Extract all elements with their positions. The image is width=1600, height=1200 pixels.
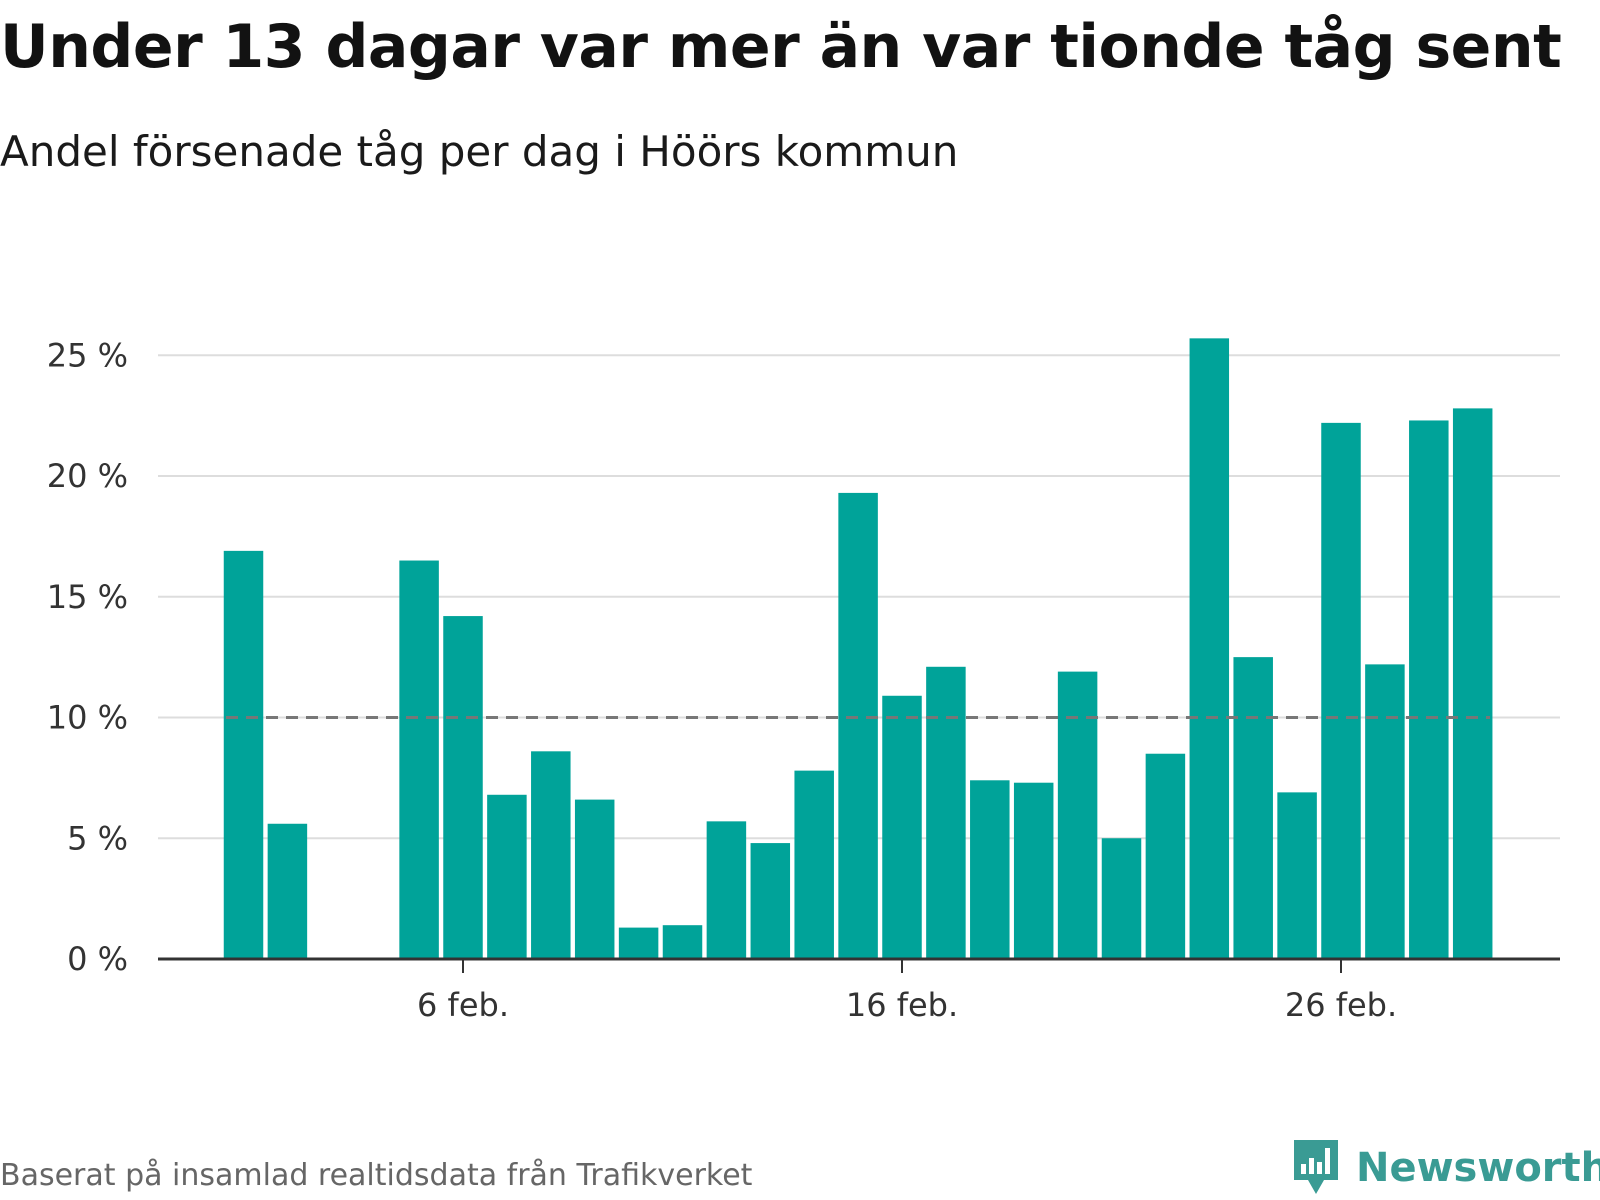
x-tick-label: 6 feb. [417, 986, 509, 1024]
y-tick-label: 25 % [47, 336, 128, 374]
bar [662, 925, 703, 959]
bar [1101, 838, 1142, 959]
bar [794, 770, 834, 959]
brand-name: Newsworthy [1356, 1145, 1600, 1191]
bar [970, 780, 1010, 959]
bar [1365, 664, 1405, 959]
bars [223, 338, 1493, 960]
chart-title: Under 13 dagar var mer än var tionde tåg… [0, 12, 1562, 82]
bar [926, 666, 966, 959]
bar-chart: 0 % 5 % 10 % 15 % 20 % 25 % 6 feb. 16 feb. 26 fe… [47, 336, 1560, 1024]
bar [1409, 420, 1449, 960]
bar [531, 751, 571, 959]
source-note: Baserat på insamlad realtidsdata från Tr… [0, 1158, 753, 1193]
bar [1013, 782, 1054, 959]
bar [882, 695, 922, 959]
y-tick-label: 20 % [47, 457, 128, 495]
bar [618, 927, 659, 959]
bar [838, 492, 878, 959]
y-tick-label: 5 % [67, 819, 128, 857]
chart-subtitle: Andel försenade tåg per dag i Höörs komm… [0, 127, 959, 176]
bar [750, 843, 791, 959]
axes: 0 % 5 % 10 % 15 % 20 % 25 % 6 feb. 16 feb. 26 fe… [47, 336, 1560, 1024]
bar [1057, 671, 1098, 959]
x-tick-label: 26 feb. [1285, 986, 1397, 1024]
y-tick-label: 10 % [47, 699, 128, 737]
bar [267, 823, 308, 959]
bar [1321, 422, 1361, 959]
bar [223, 550, 264, 959]
bar [1277, 792, 1317, 959]
bar [1452, 408, 1493, 959]
bar [487, 794, 527, 959]
y-tick-label: 0 % [67, 940, 128, 978]
y-tick-label: 15 % [47, 578, 128, 616]
bar [706, 821, 747, 959]
brand-logo: Newsworthy [1290, 1136, 1600, 1200]
bar [1189, 338, 1230, 960]
bar [1233, 657, 1273, 959]
bar [399, 560, 439, 959]
bar [574, 799, 615, 959]
x-tick-label: 16 feb. [846, 986, 958, 1024]
bar [1145, 753, 1186, 959]
newsworthy-logo-icon [1294, 1140, 1338, 1194]
bar [443, 616, 483, 959]
